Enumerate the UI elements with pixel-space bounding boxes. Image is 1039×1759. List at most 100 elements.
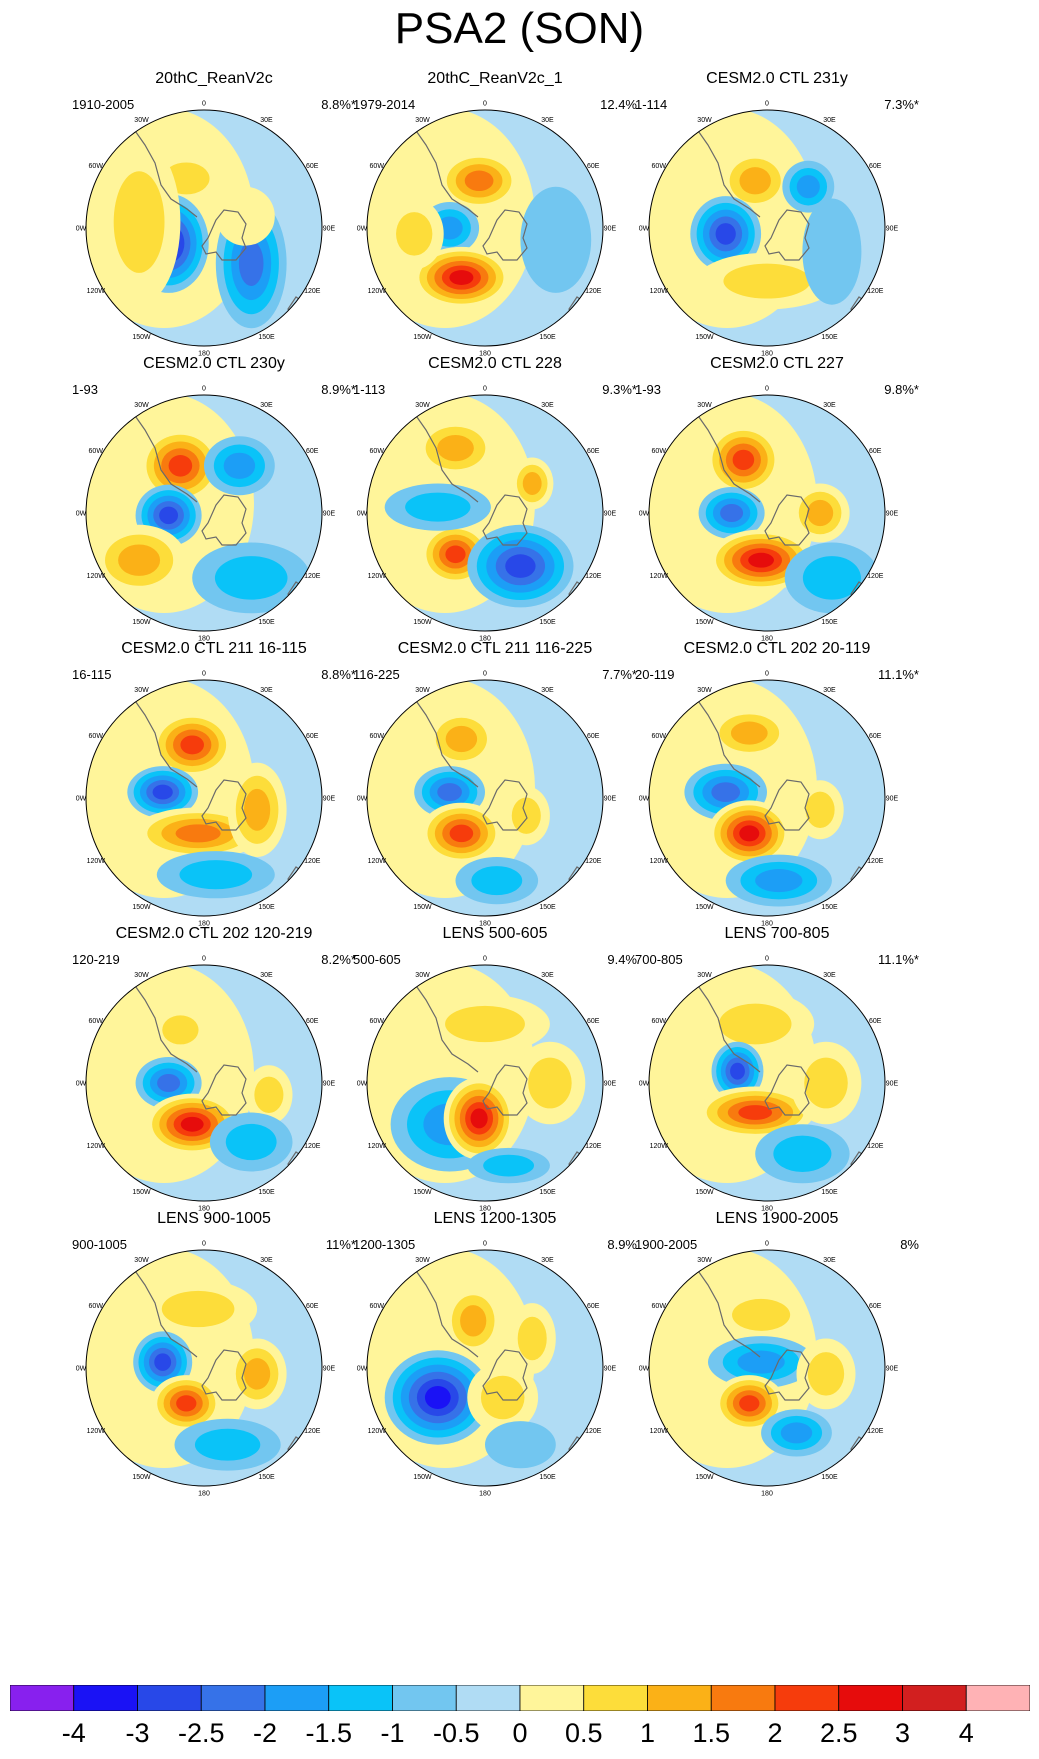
south-america-outline [411,124,479,218]
anomaly-contour [437,434,474,462]
colorbar-tick-label: 0 [512,1718,528,1748]
colorbar [10,1685,1030,1711]
map-border [85,394,323,632]
map-panel: CESM2.0 CTL 202 120-219 120-219 8.2%* 0 30E 6… [64,925,364,1243]
anomaly-contour [528,1057,572,1109]
polar-map: 0 30E 60E 90E 120E 150E 180 150W 120W 90W 60W 30W [639,956,899,1213]
australia-nz-outline [568,1151,590,1201]
panel-period: 116-225 [353,667,400,682]
longitude-label: 0 [483,671,487,678]
colorbar-swatch [200,1685,266,1711]
panel-variance: 9.3%* [602,382,637,397]
panel-period: 500-605 [353,952,401,967]
longitude-label: 90E [604,1081,617,1088]
map-panel: CESM2.0 CTL 228 1-113 9.3%* 0 30E 60E 90E 120E 1… [345,355,645,673]
panel-variance: 8.8%* [321,667,356,682]
longitude-label: 150W [413,1189,432,1196]
longitude-label: 180 [479,921,491,928]
longitude-label: 150W [413,334,432,341]
colorbar-swatch [583,1685,648,1711]
panel-title: 20thC_ReanV2c_1 [427,70,563,87]
longitude-label: 150E [539,904,556,911]
antarctica-outline [201,209,247,261]
longitude-label: 30E [823,402,836,409]
anomaly-contour [179,860,253,890]
south-america-outline [411,409,479,503]
longitude-label: 60W [652,448,667,455]
anomaly-contour [520,186,592,293]
anomaly-contour [424,1386,451,1409]
longitude-label: 120E [304,1428,321,1435]
anomaly-contour [162,1015,199,1045]
anomaly-contour [715,223,736,245]
anomaly-contour [805,791,835,828]
longitude-label: 0 [483,101,487,108]
longitude-label: 120W [368,858,387,865]
colorbar-tick-label: 3 [894,1718,911,1748]
anomaly-contour [214,556,288,600]
anomaly-contour [152,784,173,800]
south-america-outline [693,409,761,503]
longitude-label: 180 [761,1206,773,1213]
longitude-label: 90W [76,1366,87,1373]
longitude-label: 90W [357,1081,368,1088]
anomaly-contour [460,1305,487,1337]
panel-period: 20-119 [635,667,675,682]
panel-title: CESM2.0 CTL 211 116-225 [397,640,593,657]
longitude-label: 120E [867,573,884,580]
longitude-label: 0 [483,386,487,393]
anomaly-contour [522,471,542,496]
longitude-label: 150E [258,904,275,911]
map-panel: LENS 700-805 700-805 11.1%* 0 30E 60E 90E 120E 1… [627,925,927,1243]
longitude-label: 60W [89,163,104,170]
map-panel: CESM2.0 CTL 202 20-119 20-119 11.1%* 0 30E 60… [627,640,927,958]
colorbar-swatch [774,1685,840,1711]
longitude-label: 30W [134,687,149,694]
south-america-outline [130,409,198,503]
south-america-outline [693,124,761,218]
colorbar-tick-label: -3 [125,1718,150,1748]
panel-variance: 8.9% [607,1237,637,1252]
colorbar-tick-label: 0.5 [564,1718,603,1748]
longitude-label: 150W [695,1189,714,1196]
colorbar-swatch [328,1685,393,1711]
anomaly-contour [737,1350,785,1374]
longitude-label: 0 [765,386,769,393]
antarctica-outline [201,494,247,546]
panel-period: 700-805 [635,952,683,967]
longitude-label: 120W [650,1428,669,1435]
longitude-label: 180 [479,636,491,643]
anomaly-contour [175,824,221,843]
longitude-label: 0 [765,1241,769,1248]
longitude-label: 60E [306,448,319,455]
longitude-label: 0 [765,671,769,678]
anomaly-contour [732,449,755,471]
panel-variance: 8.8%* [321,97,356,112]
anomaly-contour [505,554,536,578]
panel-title: CESM2.0 CTL 202 120-219 [115,925,313,942]
anomaly-contour [176,1395,197,1412]
longitude-label: 30E [541,972,554,979]
longitude-label: 120E [867,1428,884,1435]
panel-variance: 8.9%* [321,382,356,397]
anomaly-contour [739,1395,760,1412]
panel-period: 900-1005 [72,1237,127,1252]
polar-map: 0 30E 60E 90E 120E 150E 180 150W 120W 90W 60W 30W [76,101,336,358]
colorbar-tick-label: 1 [639,1718,656,1748]
longitude-label: 90W [357,1366,368,1373]
south-america-outline [130,124,198,218]
longitude-label: 60W [370,1303,385,1310]
colorbar-tick-label: -0.5 [432,1718,480,1748]
anomaly-contour [215,186,275,246]
anomaly-contour [730,721,768,745]
longitude-label: 60W [652,1018,667,1025]
map-panel: CESM2.0 CTL 231y 1-114 7.3%* 0 30E 60E 90E 120E… [627,70,927,388]
figure-title: PSA2 (SON) [394,4,645,53]
longitude-label: 90E [886,226,899,233]
polar-map: 0 30E 60E 90E 120E 150E 180 150W 120W 90W 60W 30W [76,386,336,643]
longitude-label: 120W [368,1143,387,1150]
longitude-label: 30E [260,402,273,409]
south-america-outline [411,1264,479,1358]
australia-nz-outline [287,1436,309,1486]
longitude-label: 90E [886,1081,899,1088]
